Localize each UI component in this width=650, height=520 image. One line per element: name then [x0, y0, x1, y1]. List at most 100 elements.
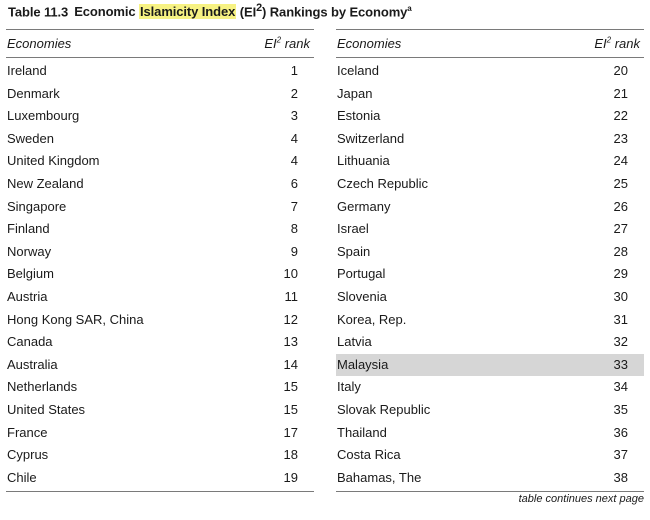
ei2-rank: 1: [290, 63, 298, 78]
ei2-rank: 36: [613, 424, 628, 440]
economy-name: Canada: [7, 334, 53, 350]
table-row: Finland 8: [6, 218, 314, 241]
ei2-rank: 12: [283, 311, 298, 327]
table-row: Bahamas, The 38: [336, 467, 644, 490]
table-row: Estonia 22: [336, 105, 644, 128]
table-row: New Zealand 6: [6, 173, 314, 196]
ei2-rank: 24: [613, 153, 628, 169]
economy-name: Slovenia: [337, 288, 387, 304]
table-row: Switzerland 23: [336, 128, 644, 151]
table-row: Norway 9: [6, 241, 314, 264]
ei2-rank: 38: [613, 469, 628, 485]
table-row: Lithuania 24: [336, 150, 644, 173]
header-rank-main: EI: [264, 36, 277, 51]
economy-name: Cyprus: [7, 447, 49, 463]
table-row-highlighted: Malaysia 33: [336, 353, 644, 377]
header-rank: EI2 rank: [594, 36, 640, 51]
table-row: Ireland 1: [6, 60, 314, 83]
table-row: Slovak Republic 35: [336, 399, 644, 422]
ei2-rank: 31: [613, 311, 628, 327]
economy-name: Singapore: [7, 198, 67, 214]
table-row: Latvia 32: [336, 331, 644, 354]
ei2-rank: 10: [283, 266, 298, 282]
ei2-rank: 27: [613, 221, 628, 237]
table-row: Spain 28: [336, 241, 644, 264]
table-row: Netherlands 15: [6, 376, 314, 399]
header-rank: EI2 rank: [264, 36, 310, 51]
ei2-rank: 25: [613, 175, 628, 191]
economy-name: Ireland: [7, 63, 47, 78]
economy-name: New Zealand: [7, 175, 84, 191]
economy-name: Denmark: [7, 85, 60, 101]
ei2-rank: 14: [283, 356, 298, 372]
ei2-rank: 8: [290, 221, 298, 237]
title-highlight: Islamicity Index: [139, 4, 237, 20]
ei2-rank: 30: [613, 288, 628, 304]
economy-name: Iceland: [337, 63, 379, 78]
ei2-rank: 18: [283, 447, 298, 463]
table-row: United States 15: [6, 399, 314, 422]
ei2-rank: 32: [613, 334, 628, 350]
economy-name: Czech Republic: [337, 175, 429, 191]
ei2-rank: 17: [283, 424, 298, 440]
ei2-rank: 23: [613, 130, 628, 146]
economy-name: Spain: [337, 243, 371, 259]
economy-name: Switzerland: [337, 130, 405, 146]
economy-name: United States: [7, 401, 86, 417]
economy-name: Japan: [337, 85, 373, 101]
table-row: Luxembourg 3: [6, 105, 314, 128]
table-row: Sweden 4: [6, 128, 314, 151]
ei2-rank: 22: [613, 108, 628, 124]
economy-name: Australia: [7, 356, 58, 372]
header-rank-suffix: rank: [611, 36, 640, 51]
table-row: Australia 14: [6, 354, 314, 377]
economy-name: Costa Rica: [337, 447, 401, 463]
ei2-rank: 15: [283, 379, 298, 395]
column-header: Economies EI2 rank: [336, 30, 644, 58]
economy-name: Slovak Republic: [337, 401, 431, 417]
header-rank-suffix: rank: [281, 36, 310, 51]
table-row: Italy 34: [336, 376, 644, 399]
table-row: France 17: [6, 422, 314, 445]
rankings-table-left: Economies EI2 rank Ireland 1 Denmark 2 Luxem…: [6, 29, 314, 493]
column-header: Economies EI2 rank: [6, 30, 314, 58]
ei2-rank: 6: [290, 175, 298, 191]
ei2-rank: 35: [613, 401, 628, 417]
top-rule: [6, 29, 314, 30]
ei2-rank: 29: [613, 266, 628, 282]
ei2-rank: 28: [613, 243, 628, 259]
header-economies: Economies: [7, 36, 72, 51]
ei2-rank: 7: [290, 198, 298, 214]
continuation-note: table continues next page: [518, 493, 644, 505]
bottom-rule: [6, 491, 314, 493]
economy-name: Italy: [337, 379, 361, 395]
title-footnote-marker: a: [407, 4, 412, 13]
economy-name: Bahamas, The: [337, 469, 422, 485]
economy-name: Thailand: [337, 424, 387, 440]
title-ei-sup: 2: [256, 2, 263, 14]
ei2-rank: 37: [613, 447, 628, 463]
title-pre: Economic: [74, 4, 136, 20]
table-row: Singapore 7: [6, 196, 314, 219]
ei2-rank: 4: [290, 130, 298, 146]
economy-name: France: [7, 424, 48, 440]
table-row: Canada 13: [6, 331, 314, 354]
economy-name: Korea, Rep.: [337, 311, 407, 327]
table-row: Belgium 10: [6, 263, 314, 286]
ei2-rank: 4: [290, 153, 298, 169]
ei2-rank: 19: [283, 469, 298, 485]
table-row: Czech Republic 25: [336, 173, 644, 196]
ei2-rank: 20: [613, 63, 628, 78]
economy-name: Norway: [7, 243, 52, 259]
table-body: Ireland 1 Denmark 2 Luxembourg 3 Sweden 4 United…: [6, 58, 314, 489]
economy-name: Estonia: [337, 108, 381, 124]
economy-name: Latvia: [337, 334, 372, 350]
table-number: Table 11.3: [8, 4, 69, 20]
table-row: Germany 26: [336, 196, 644, 219]
rankings-table-right: Economies EI2 rank Iceland 20 Japan 21 Eston…: [336, 29, 644, 493]
economy-name: Netherlands: [7, 379, 78, 395]
ei2-rank: 26: [613, 198, 628, 214]
economy-name: Israel: [337, 221, 369, 237]
economy-name: Lithuania: [337, 153, 390, 169]
table-row: Costa Rica 37: [336, 444, 644, 467]
